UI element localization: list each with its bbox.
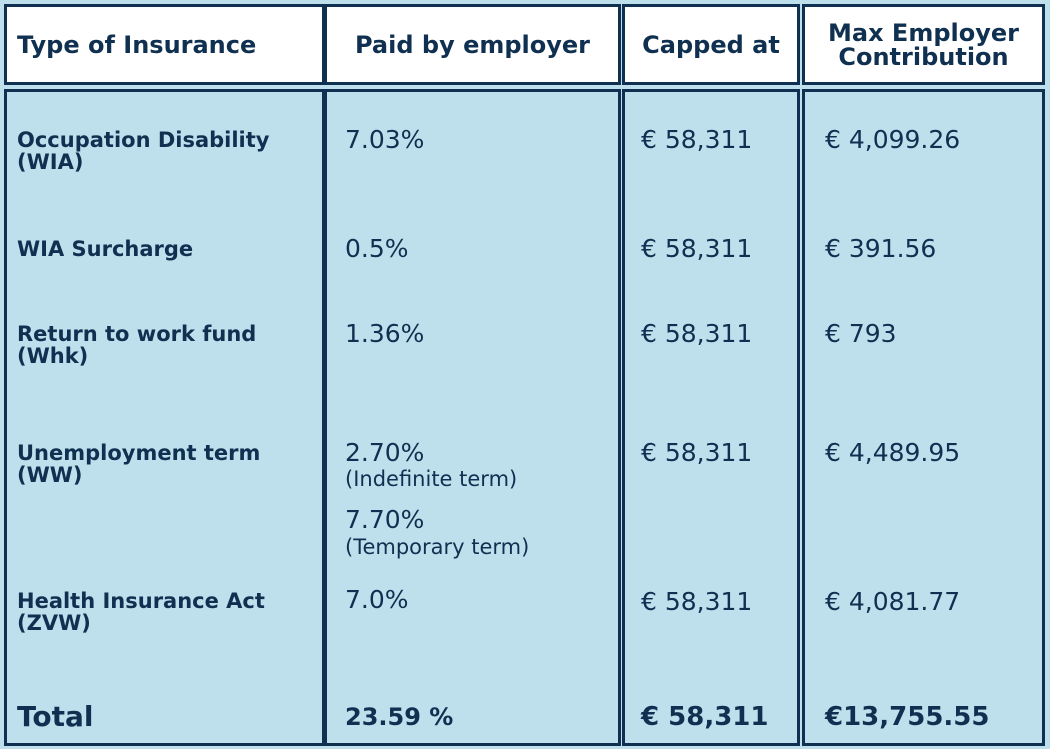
column-type (4, 89, 325, 746)
total-max: €13,755.55 (825, 702, 990, 732)
row-paid: 7.0% (345, 585, 409, 614)
row-type: WIA Surcharge (17, 237, 194, 261)
row-capped: € 58,311 (641, 587, 753, 616)
total-label: Total (17, 700, 94, 733)
header-paid-label: Paid by employer (354, 30, 591, 59)
row-paid: 1.36% (345, 319, 425, 348)
column-paid (324, 89, 621, 746)
row-capped: € 58,311 (641, 319, 753, 348)
header-type-label: Type of Insurance (17, 30, 257, 59)
row-paid-2-note: (Temporary term) (345, 535, 530, 559)
row-paid: 2.70% (345, 438, 425, 467)
row-paid-2: 7.70% (345, 505, 425, 534)
row-capped: € 58,311 (641, 438, 753, 467)
row-max: € 4,489.95 (825, 438, 961, 467)
row-max: € 793 (825, 319, 897, 348)
row-type: Health Insurance Act (ZVW) (17, 589, 265, 635)
total-capped: € 58,311 (641, 702, 769, 732)
row-max: € 4,099.26 (825, 125, 961, 154)
header-max: Max Employer Contribution (802, 4, 1045, 85)
row-paid: 7.03% (345, 125, 425, 154)
header-capped-label: Capped at (642, 30, 780, 59)
column-capped (622, 89, 800, 746)
row-paid: 0.5% (345, 234, 409, 263)
row-type: Unemployment term (WW) (17, 441, 261, 487)
header-paid: Paid by employer (324, 4, 621, 85)
row-max: € 4,081.77 (825, 587, 961, 616)
row-type: Return to work fund (Whk) (17, 322, 257, 368)
total-paid: 23.59 % (345, 703, 454, 731)
header-capped: Capped at (622, 4, 800, 85)
header-type: Type of Insurance (4, 4, 325, 85)
row-type: Occupation Disability (WIA) (17, 128, 270, 174)
column-max (802, 89, 1045, 746)
row-paid-note: (Indefinite term) (345, 467, 518, 491)
header-max-label: Max Employer Contribution (828, 18, 1019, 71)
row-capped: € 58,311 (641, 234, 753, 263)
row-capped: € 58,311 (641, 125, 753, 154)
row-max: € 391.56 (825, 234, 937, 263)
